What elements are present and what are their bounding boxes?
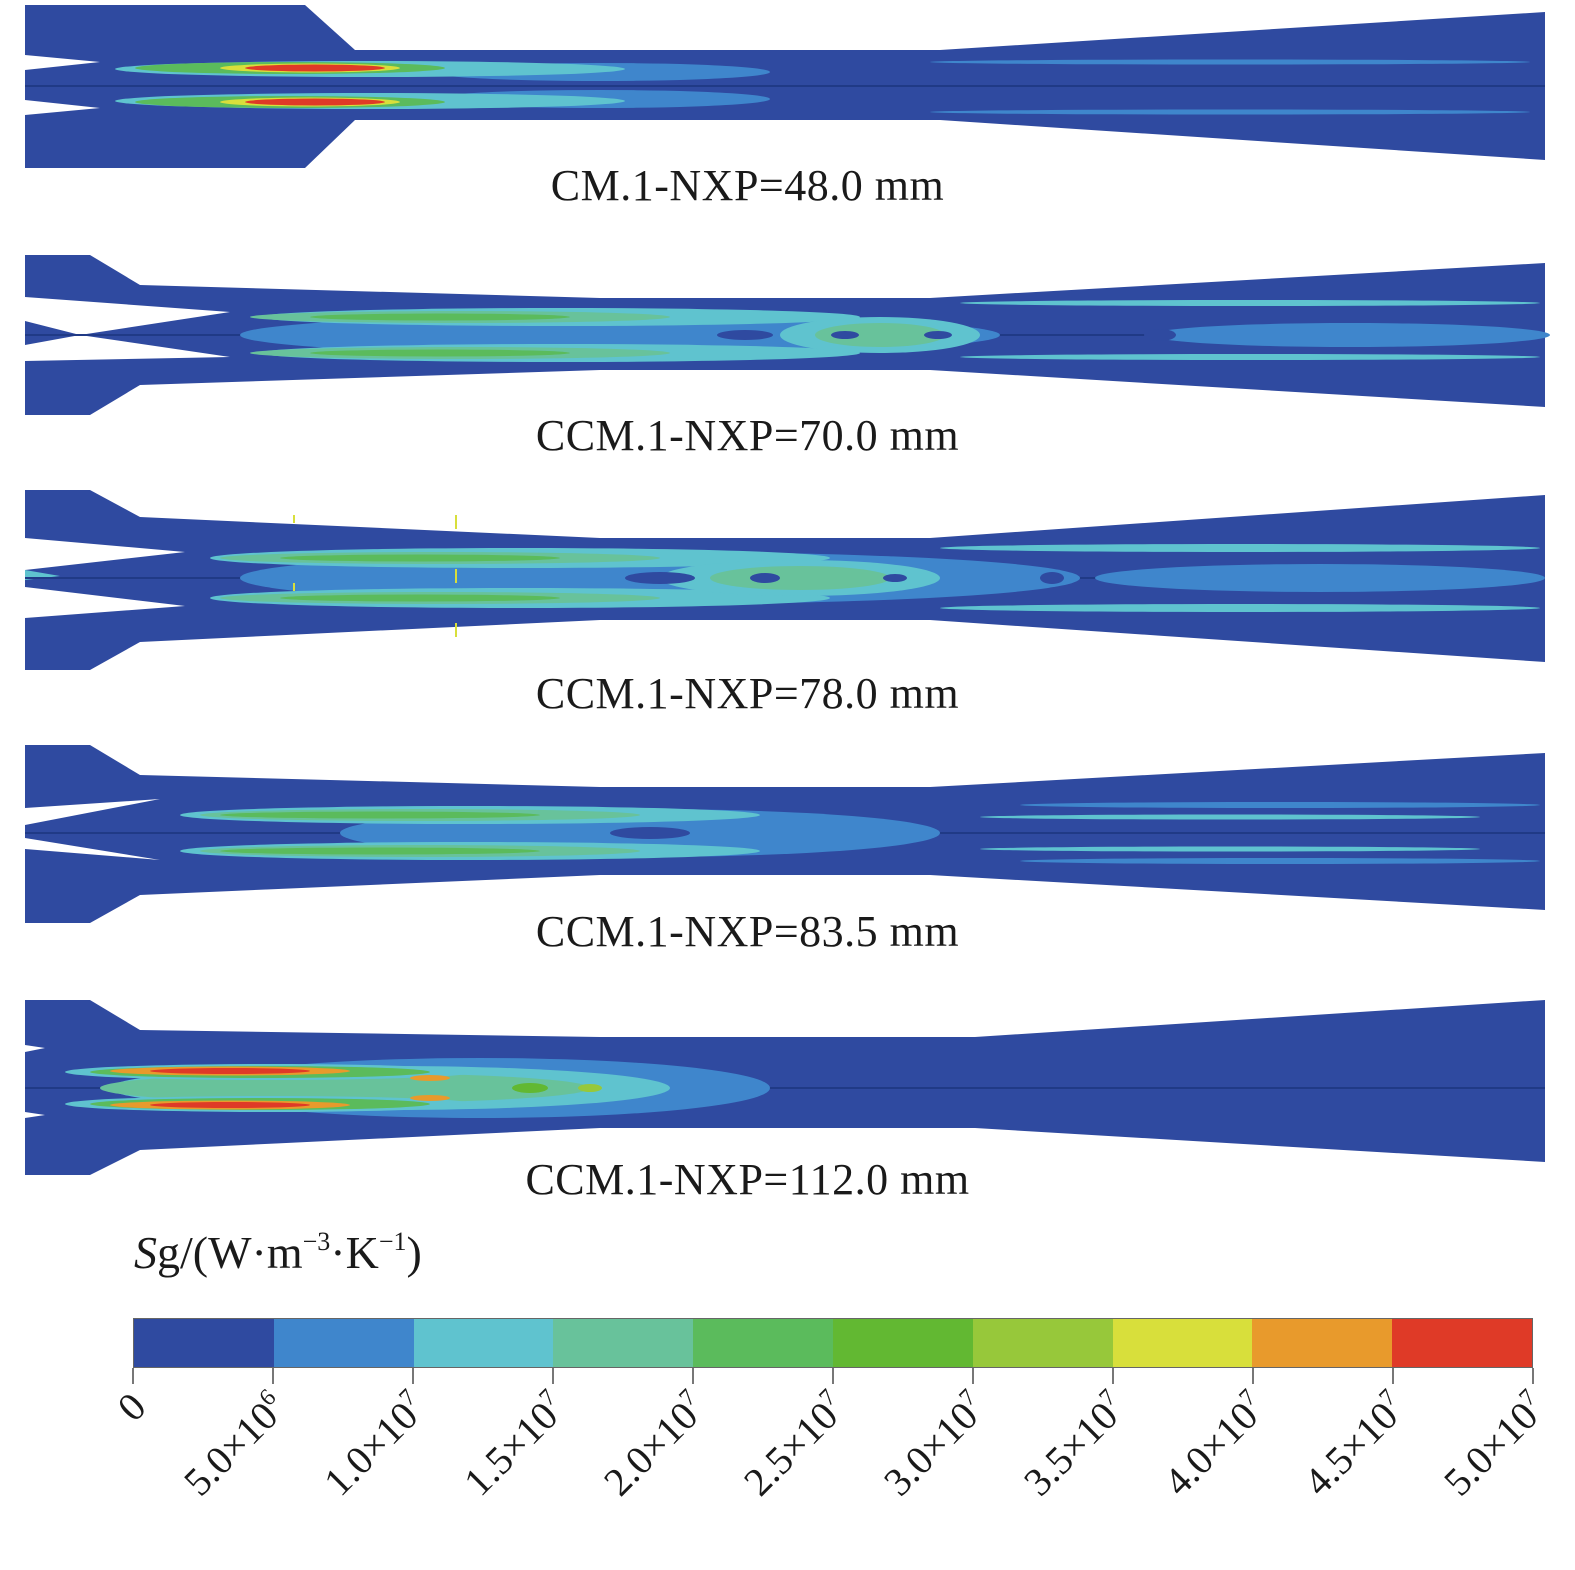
colorbar-tick [692, 1368, 694, 1384]
colorbar-tick [552, 1368, 554, 1384]
colorbar-segment [553, 1319, 694, 1367]
contour-plot-2 [25, 255, 1550, 415]
contour-panel-5 [0, 1000, 1575, 1175]
panel-caption-5: CCM.1-NXP=112.0 mm [525, 1155, 970, 1204]
colorbar-tick [272, 1368, 274, 1384]
panel-caption-2: CCM.1-NXP=70.0 mm [535, 411, 960, 460]
colorbar-segment [1392, 1319, 1532, 1367]
colorbar-tick [1532, 1368, 1534, 1384]
colorbar-segment [1112, 1319, 1253, 1367]
legend-exp2: −1 [378, 1227, 407, 1256]
colorbar-segment [1252, 1319, 1393, 1367]
colorbar-tick-label: 1.0×107 [314, 1384, 427, 1505]
colorbar-tick-label: 5.0×107 [1434, 1384, 1547, 1505]
contour-plot-5 [25, 1000, 1545, 1175]
colorbar-tick-label: 3.0×107 [874, 1384, 987, 1505]
panel-caption-1: CM.1-NXP=48.0 mm [550, 161, 945, 210]
colorbar-tick [972, 1368, 974, 1384]
legend-exp1: −3 [302, 1227, 331, 1256]
contour-plot-3 [25, 490, 1545, 670]
legend-unit-text: /(W·m [180, 1227, 303, 1278]
colorbar-segment [693, 1319, 833, 1367]
panel-caption-4: CCM.1-NXP=83.5 mm [535, 907, 960, 956]
colorbar-tick-label: 3.5×107 [1014, 1384, 1127, 1505]
colorbar-segment [413, 1319, 554, 1367]
contour-panel-1 [0, 0, 1575, 175]
colorbar-tick-label: 5.0×106 [174, 1384, 287, 1505]
legend-symbol: S [134, 1227, 157, 1278]
colorbar-tick [832, 1368, 834, 1384]
legend-symbol-sub: g [157, 1227, 180, 1278]
colorbar [133, 1318, 1533, 1368]
colorbar-tick-label: 0 [108, 1383, 155, 1430]
contour-panel-4 [0, 745, 1575, 925]
legend-unit-mid: ·K [330, 1227, 379, 1278]
legend-title: Sg/(W·m−3·K−1) [134, 1226, 422, 1279]
colorbar-tick [1112, 1368, 1114, 1384]
colorbar-tick-label: 1.5×107 [454, 1384, 567, 1505]
contour-panel-3 [0, 490, 1575, 670]
colorbar-segment [972, 1319, 1113, 1367]
colorbar-tick-label: 2.0×107 [594, 1384, 707, 1505]
colorbar-segment [273, 1319, 414, 1367]
colorbar-tick [1392, 1368, 1394, 1384]
colorbar-tick [412, 1368, 414, 1384]
colorbar-segment [832, 1319, 973, 1367]
colorbar-ticks [0, 1368, 1575, 1388]
contour-plot-1 [25, 5, 1545, 168]
colorbar-tick [132, 1368, 134, 1384]
colorbar-tick [1252, 1368, 1254, 1384]
panel-caption-3: CCM.1-NXP=78.0 mm [535, 669, 960, 718]
legend-unit-end: ) [406, 1227, 422, 1278]
colorbar-tick-label: 4.5×107 [1294, 1384, 1407, 1505]
colorbar-segment [134, 1319, 274, 1367]
colorbar-tick-label: 4.0×107 [1154, 1384, 1267, 1505]
contour-plot-4 [25, 745, 1545, 923]
contour-panel-2 [0, 255, 1575, 420]
colorbar-tick-label: 2.5×107 [734, 1384, 847, 1505]
